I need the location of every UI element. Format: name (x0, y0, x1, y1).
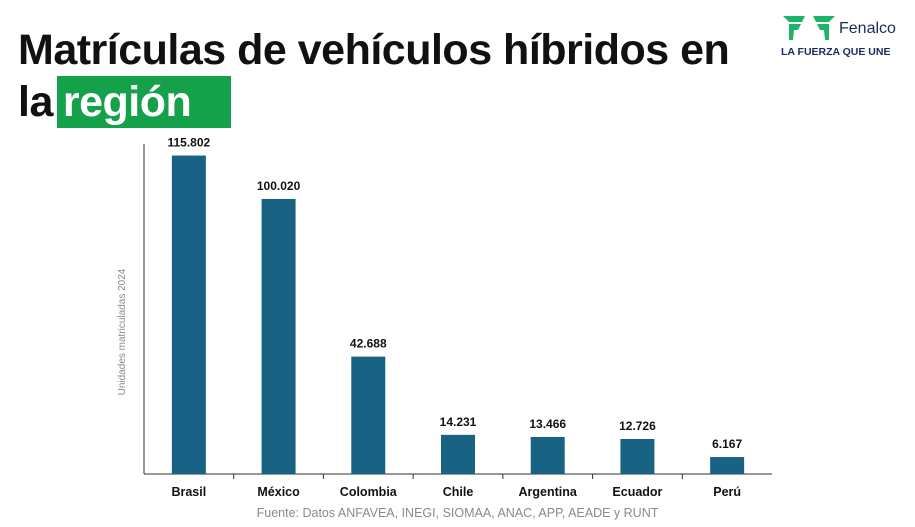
title-highlight: región (56, 76, 232, 128)
title-line-2: la región (18, 76, 729, 128)
x-tick-brasil: Brasil (171, 485, 206, 499)
logo-name: Fenalco (839, 20, 896, 37)
fenalco-wings-icon (783, 16, 835, 40)
source-note: Fuente: Datos ANFAVEA, INEGI, SIOMAA, AN… (256, 506, 659, 520)
bar-perú (710, 457, 745, 474)
x-tick-chile: Chile (443, 485, 474, 499)
bar-brasil (171, 155, 206, 474)
bar-argentina (530, 436, 565, 474)
data-label-chile: 14.231 (440, 415, 477, 429)
x-tick-colombia: Colombia (340, 485, 398, 499)
x-tick-argentina: Argentina (519, 485, 578, 499)
bar-chile (441, 434, 475, 474)
bars-layer: 115.802 Brasil 100.020 México 42.688 Colombia… (167, 136, 745, 499)
data-label-ecuador: 12.726 (619, 419, 656, 433)
y-axis-label: Unidades matriculadas 2024 (117, 268, 128, 395)
data-label-argentina: 13.466 (529, 417, 566, 431)
x-tick-ecuador: Ecuador (612, 485, 662, 499)
title-line-2-prefix: la (18, 78, 53, 126)
x-tick-perú: Perú (713, 485, 741, 499)
data-label-méxico: 100.020 (257, 179, 301, 193)
fenalco-logo: Fenalco LA FUERZA QUE UNE (781, 10, 909, 60)
bar-ecuador (620, 439, 655, 474)
bar-colombia (351, 356, 386, 474)
page-title: Matrículas de vehículos híbridos en la re… (18, 24, 730, 128)
data-label-brasil: 115.802 (167, 136, 210, 150)
bar-méxico (261, 198, 296, 474)
data-label-colombia: 42.688 (350, 337, 387, 351)
data-label-perú: 6.167 (712, 437, 742, 451)
logo-tagline: LA FUERZA QUE UNE (781, 46, 891, 58)
title-line-1: Matrículas de vehículos híbridos en (18, 26, 730, 74)
x-tick-méxico: México (257, 485, 300, 499)
